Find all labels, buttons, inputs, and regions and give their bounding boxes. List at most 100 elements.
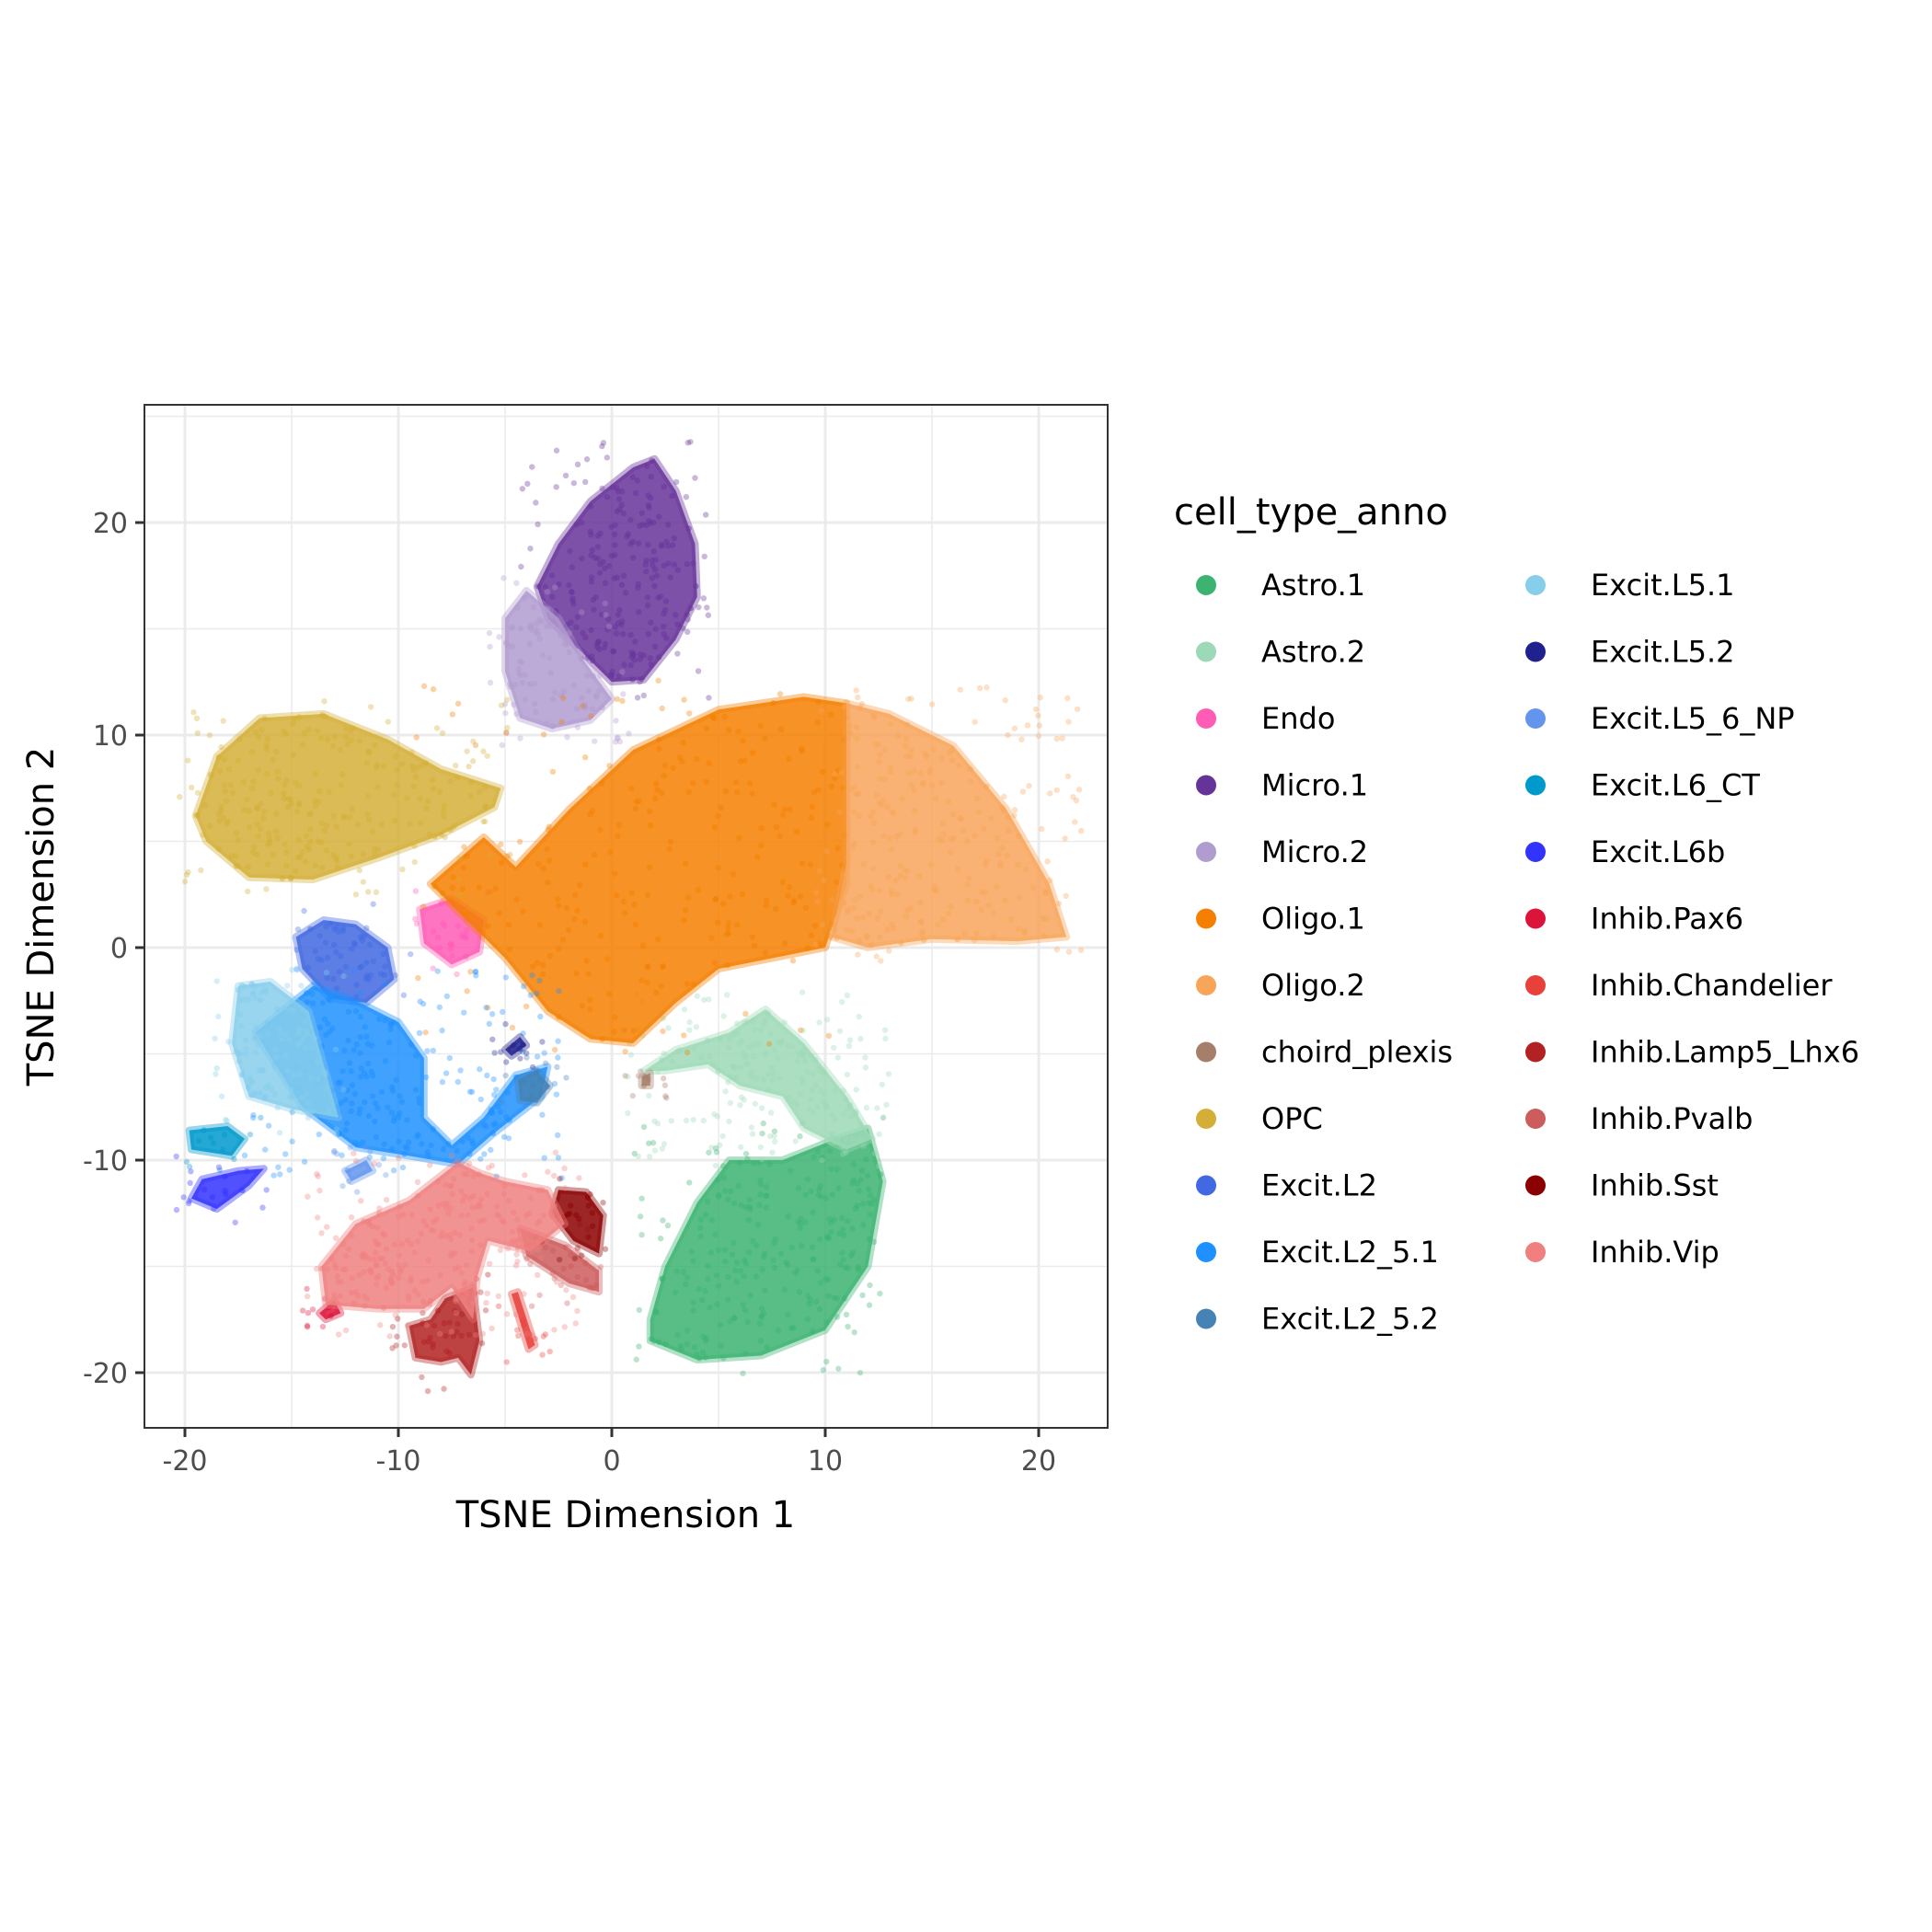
data-point [449, 1190, 455, 1198]
data-point [746, 1197, 753, 1203]
data-point [297, 1071, 304, 1078]
data-point [315, 1173, 321, 1179]
data-point [375, 1210, 383, 1217]
legend-label: Inhib.Chandelier [1591, 968, 1833, 1003]
data-point [194, 730, 201, 737]
data-point [650, 1338, 657, 1344]
data-point [441, 923, 448, 929]
data-point [760, 1076, 766, 1083]
data-point [529, 972, 535, 979]
data-point [373, 1133, 380, 1141]
data-point [220, 718, 226, 724]
data-point [510, 1209, 517, 1216]
data-point [473, 1331, 479, 1339]
data-point [428, 1142, 434, 1149]
data-point [919, 779, 926, 787]
data-point [578, 1252, 585, 1259]
data-point [604, 494, 611, 500]
data-point [587, 503, 594, 510]
data-point [905, 696, 912, 703]
data-point [553, 1279, 560, 1285]
data-point [283, 849, 290, 856]
data-point [564, 734, 570, 741]
data-point [374, 1261, 380, 1268]
data-point [772, 1138, 778, 1145]
data-point [634, 477, 641, 484]
data-point [422, 760, 430, 766]
data-point [742, 1010, 749, 1018]
data-point [443, 1070, 450, 1076]
data-point [312, 798, 318, 804]
data-point [622, 1048, 628, 1055]
legend-item: Oligo.1 [1196, 902, 1365, 937]
data-point [845, 1042, 853, 1050]
data-point [340, 972, 347, 980]
legend-key-dot [1196, 1109, 1216, 1129]
data-point [674, 621, 681, 627]
data-point [295, 714, 303, 720]
data-point [840, 1111, 847, 1118]
data-point [313, 984, 319, 991]
data-point [574, 1245, 581, 1251]
data-point [521, 1291, 527, 1297]
data-point [574, 724, 581, 730]
legend-key-dot [1196, 708, 1216, 729]
data-point [443, 1333, 449, 1340]
data-point [644, 979, 650, 985]
data-point [804, 1069, 811, 1075]
data-point [477, 1203, 484, 1210]
data-point [665, 1025, 672, 1031]
data-point [821, 877, 827, 884]
data-point [753, 1242, 760, 1248]
data-point [190, 709, 197, 716]
data-point [573, 1212, 580, 1218]
data-point [687, 604, 694, 612]
data-point [529, 963, 536, 970]
data-point [351, 968, 357, 974]
data-point [241, 983, 247, 990]
data-point [502, 1072, 509, 1079]
data-point [938, 755, 946, 762]
data-point [752, 1026, 758, 1033]
data-point [492, 885, 499, 892]
legend-item: Excit.L6b [1525, 834, 1725, 869]
data-point [273, 811, 280, 817]
data-point [509, 1024, 516, 1031]
data-point [877, 776, 883, 782]
data-point [706, 1149, 712, 1156]
data-point [1015, 926, 1022, 932]
data-point [749, 750, 756, 756]
legend-key-dot [1525, 1242, 1546, 1262]
data-point [556, 903, 562, 909]
data-point [503, 1114, 510, 1121]
data-point [840, 1151, 846, 1157]
data-point [655, 936, 661, 943]
data-point [841, 736, 848, 743]
data-point [795, 1185, 802, 1191]
data-point [522, 696, 528, 703]
data-point [516, 838, 523, 845]
data-point [720, 1013, 727, 1019]
legend-item: Excit.L5.2 [1525, 635, 1735, 670]
data-point [789, 1043, 796, 1050]
data-point [507, 851, 513, 858]
data-point [392, 972, 398, 979]
data-point [939, 837, 946, 844]
data-point [666, 845, 673, 852]
data-point [342, 1327, 350, 1334]
data-point [373, 889, 380, 895]
data-point [321, 1068, 328, 1075]
data-point [304, 999, 311, 1006]
data-point [294, 926, 302, 933]
data-point [1065, 949, 1073, 955]
data-point [423, 805, 430, 811]
data-point [876, 799, 883, 806]
data-point [653, 989, 660, 996]
data-point [289, 1138, 295, 1144]
data-point [549, 768, 557, 776]
data-point [472, 1306, 479, 1313]
data-point [733, 1259, 741, 1266]
data-point [822, 1195, 829, 1202]
data-point [684, 616, 691, 623]
data-point [380, 1155, 387, 1162]
